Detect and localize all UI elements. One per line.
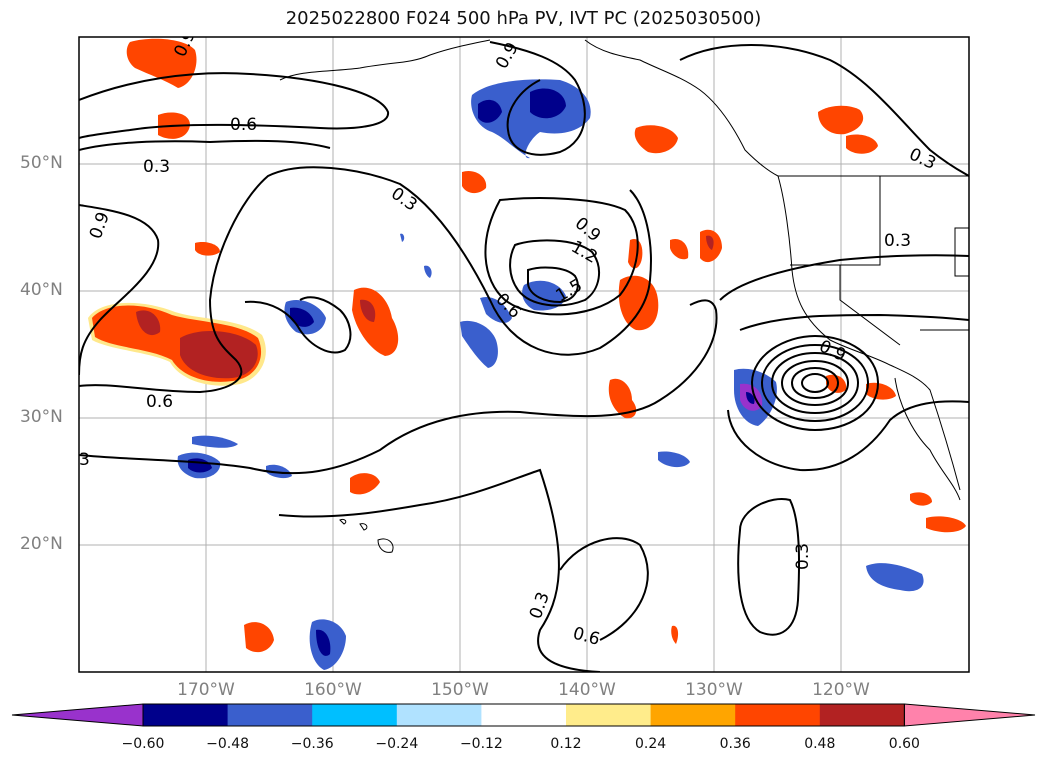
lat-label: 20°N xyxy=(20,534,63,554)
colorbar-tick-label: 0.48 xyxy=(804,736,836,752)
lon-label: 130°W xyxy=(685,680,743,700)
lon-label: 150°W xyxy=(431,680,489,700)
map-title: 2025022800 F024 500 hPa PV, IVT PC (2025… xyxy=(285,8,762,29)
colorbar-tick-label: 0.60 xyxy=(888,736,920,752)
contour-label: 0.6 xyxy=(146,392,173,412)
contour-label: 3 xyxy=(79,450,90,470)
colorbar-tick-label: −0.48 xyxy=(206,736,250,752)
pv-negative-shading xyxy=(177,79,924,670)
colorbar-tick-label: −0.12 xyxy=(459,736,503,752)
contour-label: 0.3 xyxy=(143,157,170,177)
lat-label: 40°N xyxy=(20,280,63,300)
contour-label: 0.6 xyxy=(230,115,257,135)
lat-label: 30°N xyxy=(20,407,63,427)
colorbar-tick-label: −0.24 xyxy=(375,736,419,752)
lon-label: 120°W xyxy=(812,680,870,700)
contour-label: 0.3 xyxy=(884,231,911,251)
lon-label: 160°W xyxy=(304,680,362,700)
lon-label: 170°W xyxy=(177,680,235,700)
ivt-contours xyxy=(79,41,969,672)
coastlines xyxy=(279,39,969,553)
contour-label: 0.3 xyxy=(793,543,813,570)
colorbar-tick-label: −0.36 xyxy=(290,736,334,752)
colorbar-tick-label: 0.36 xyxy=(719,736,751,752)
colorbar-tick-label: −0.60 xyxy=(121,736,165,752)
colorbar-tick-label: 0.24 xyxy=(635,736,667,752)
lat-label: 50°N xyxy=(20,153,63,173)
lon-label: 140°W xyxy=(558,680,616,700)
map-border xyxy=(78,36,970,673)
colorbar-tick-label: 0.12 xyxy=(550,736,582,752)
